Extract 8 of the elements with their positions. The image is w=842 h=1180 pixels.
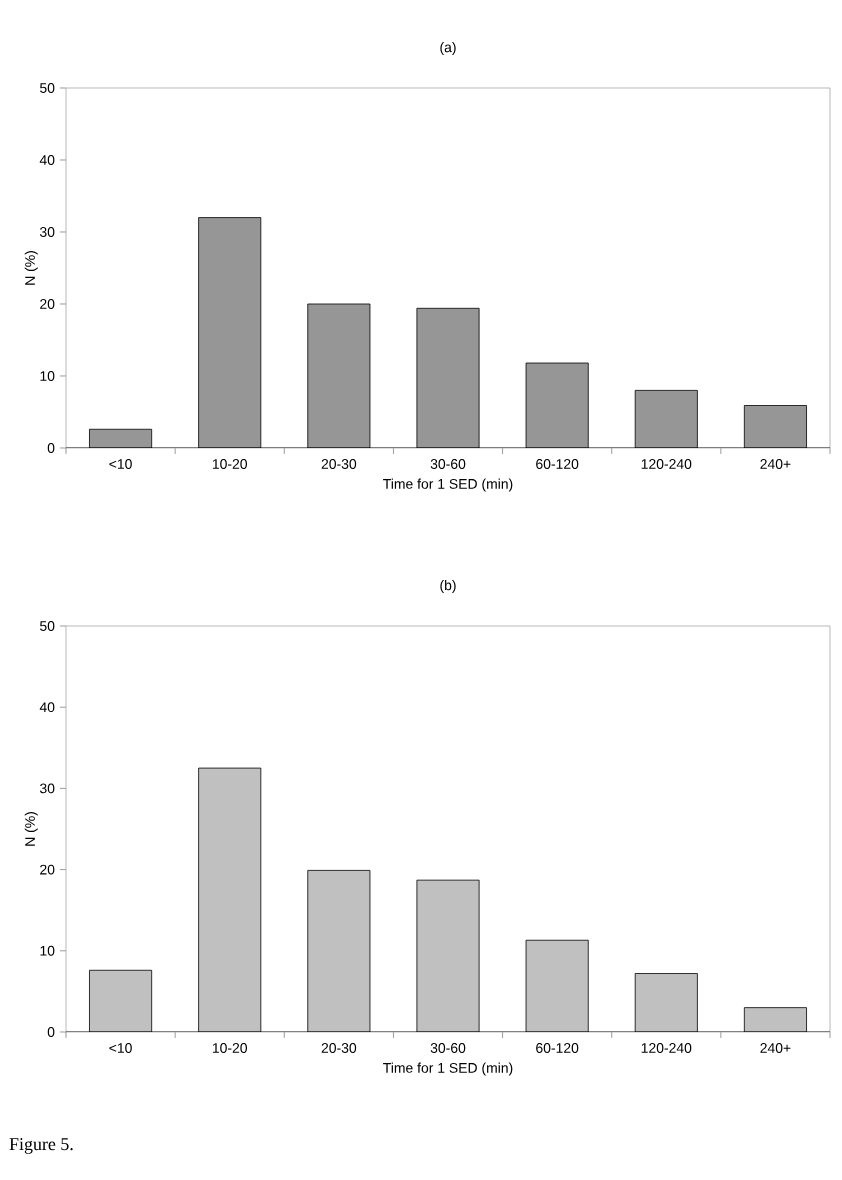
caption: Figure 5. — [9, 1138, 73, 1154]
bar — [743, 1007, 807, 1032]
bar — [89, 970, 152, 1032]
bar — [635, 973, 698, 1032]
bar — [416, 880, 480, 1032]
bar — [526, 940, 589, 1032]
bar — [198, 768, 261, 1032]
bar — [307, 870, 370, 1032]
